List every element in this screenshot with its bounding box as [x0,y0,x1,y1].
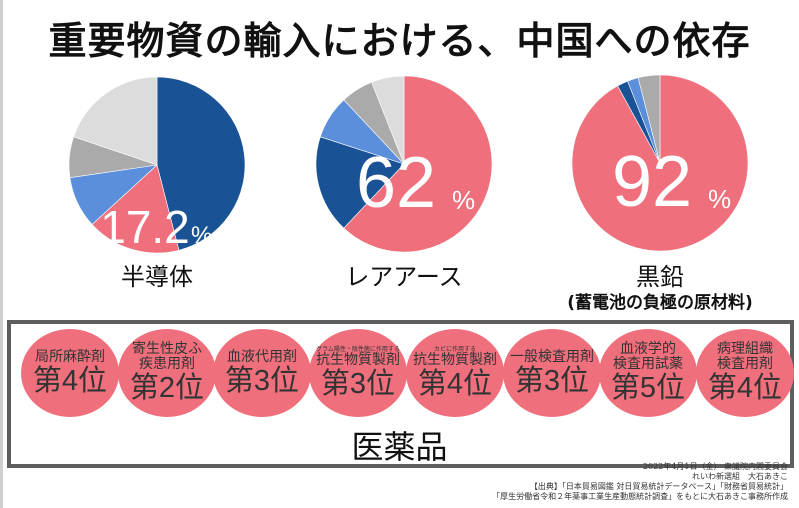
medicine-rank-badge: 血液代用剤 第3位 [213,329,311,417]
medicine-rank-badge: 病理組織 検査用剤 第4位 [696,329,794,417]
page-title: 重要物資の輸入における、中国への依存 [48,19,751,63]
medicine-name: 病理組織 検査用剤 [717,341,773,372]
pie-percent-value: 92 [612,142,692,222]
medicine-rank: 第2位 [129,372,205,404]
medicine-name: 局所麻酔剤 [35,348,105,365]
footer-line: 2022年4月1日（金） 衆議院内閣委員会 [642,462,788,471]
footer-line: 「厚生労働省令和２年薬事工業生産動態統計調査」をもとに大石あきこ事務所作成 [492,492,788,501]
pie-percent-unit: % [191,222,212,249]
medicine-rank: 第3位 [514,364,590,397]
medicine-rank: 第5位 [610,372,686,404]
medicine-rank-badge: カビに作用する 抗生物質製剤 第4位 [406,329,504,417]
pie-title-rare-earth: レアアース [345,263,463,291]
medicine-name: 寄生性皮ふ 疾患用剤 [132,341,202,372]
pie-slice [156,76,246,251]
pie-title-graphite: 黒鉛 [636,263,684,291]
medicine-name: 抗生物質製剤 [413,352,497,368]
medicine-rank: 第3位 [224,364,300,397]
pie-slice [91,164,180,254]
medicine-name: 一般検査用剤 [510,348,594,365]
medicine-note: カビに作用する [433,346,476,353]
pie-percent-unit: % [708,184,731,214]
medicine-note: グラム陽性・陰性菌に作用する [316,346,400,353]
pie-slice [637,74,661,164]
medicine-rank-badge: 局所麻酔剤 第4位 [21,329,119,417]
pie-semiconductor: 17.2% [68,76,246,254]
pie-title-semiconductor: 半導体 [121,263,193,291]
medicine-rank-badge: 血液学的 検査用試薬 第5位 [599,329,697,417]
pie-percent-value: 62 [356,143,436,223]
slide-edge [0,0,3,508]
medicine-rank: 第4位 [32,364,108,397]
medicine-name: 血液代用剤 [227,348,297,365]
medicine-rank-badge: グラム陽性・陰性菌に作用する 抗生物質製剤 第3位 [309,329,407,417]
pie-charts: 17.2% 62% 92% [68,74,749,254]
medicine-rank-badge: 一般検査用剤 第3位 [503,329,601,417]
footer-line: れいわ新選組 大石あきこ [692,472,788,481]
pie-subtitle-graphite: (蓄電池の負極の原材料) [567,293,753,313]
pie-graphite: 92% [571,74,749,252]
pie-slice [73,76,158,166]
medicine-label: 医薬品 [351,428,448,466]
pie-percent-unit: % [452,185,475,215]
pie-slice [343,75,493,253]
pie-rare-earth: 62% [315,75,493,253]
medicine-rank: 第4位 [417,368,493,400]
pie-slice [371,75,405,165]
medicine-name: 抗生物質製剤 [316,352,400,368]
pie-percent-value: 17.2 [100,201,190,253]
pie-slice [315,136,405,229]
medicine-rank: 第4位 [707,372,783,404]
medicine-rank-badge: 寄生性皮ふ 疾患用剤 第2位 [118,329,216,417]
medicine-name: 血液学的 検査用試薬 [613,341,683,372]
footer-line: 【出典】「日本貿易図鑑 対日貿易統計データベース」「財務省貿易統計」 [529,482,788,491]
medicine-rank: 第3位 [320,368,396,400]
